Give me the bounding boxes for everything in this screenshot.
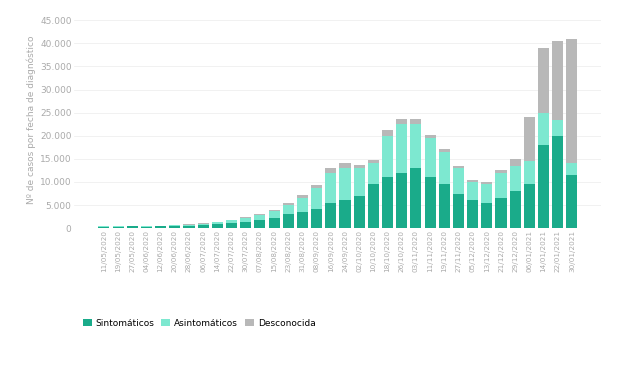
Bar [538,48,549,113]
Bar [311,209,322,228]
Bar [268,218,280,228]
Bar [226,220,237,223]
Bar [340,168,350,201]
Bar [495,170,507,173]
Bar [552,41,563,120]
Bar [425,177,436,228]
Bar [311,185,322,188]
Bar [141,226,152,227]
Bar [368,163,379,184]
Bar [283,203,294,205]
Bar [283,205,294,214]
Bar [396,173,407,228]
Bar [453,166,464,168]
Bar [340,201,350,228]
Bar [524,184,535,228]
Bar [410,168,422,228]
Bar [297,195,308,198]
Bar [538,145,549,228]
Bar [481,183,492,184]
Bar [425,135,436,138]
Bar [439,149,450,152]
Bar [467,182,478,201]
Bar [425,138,436,177]
Bar [567,175,577,228]
Bar [368,184,379,228]
Bar [552,120,563,136]
Legend: Sintomáticos, Asintomáticos, Desconocida: Sintomáticos, Asintomáticos, Desconocida [79,315,319,332]
Bar [396,118,407,124]
Bar [510,166,521,191]
Bar [226,223,237,228]
Bar [268,210,280,211]
Bar [283,214,294,228]
Bar [396,124,407,173]
Bar [453,194,464,228]
Bar [567,163,577,175]
Bar [240,217,251,222]
Bar [567,39,577,163]
Bar [510,191,521,228]
Bar [552,136,563,228]
Bar [297,198,308,212]
Bar [453,168,464,194]
Bar [184,225,195,226]
Bar [99,226,109,227]
Bar [184,226,195,228]
Bar [382,136,393,177]
Bar [353,196,365,228]
Bar [254,220,265,228]
Bar [326,168,336,173]
Bar [467,201,478,228]
Bar [410,124,422,168]
Bar [353,165,365,168]
Bar [382,130,393,136]
Bar [311,188,322,209]
Bar [481,184,492,203]
Bar [155,226,166,228]
Bar [254,215,265,220]
Bar [268,211,280,218]
Bar [439,152,450,184]
Bar [113,226,123,227]
Bar [198,225,209,228]
Bar [141,227,152,228]
Bar [524,117,535,161]
Bar [340,163,350,168]
Bar [495,198,507,228]
Bar [495,173,507,198]
Bar [524,161,535,184]
Bar [510,159,521,166]
Bar [382,177,393,228]
Y-axis label: Nº de casos por fecha de diagnóstico: Nº de casos por fecha de diagnóstico [26,35,36,204]
Bar [198,223,209,225]
Bar [212,224,223,228]
Bar [126,226,138,228]
Bar [169,226,180,228]
Bar [297,212,308,228]
Bar [113,227,123,228]
Bar [326,173,336,203]
Bar [326,203,336,228]
Bar [99,227,109,228]
Bar [481,203,492,228]
Bar [467,180,478,182]
Bar [439,184,450,228]
Bar [254,214,265,215]
Bar [410,118,422,124]
Bar [240,222,251,228]
Bar [212,222,223,224]
Bar [353,168,365,196]
Bar [368,160,379,163]
Bar [538,113,549,145]
